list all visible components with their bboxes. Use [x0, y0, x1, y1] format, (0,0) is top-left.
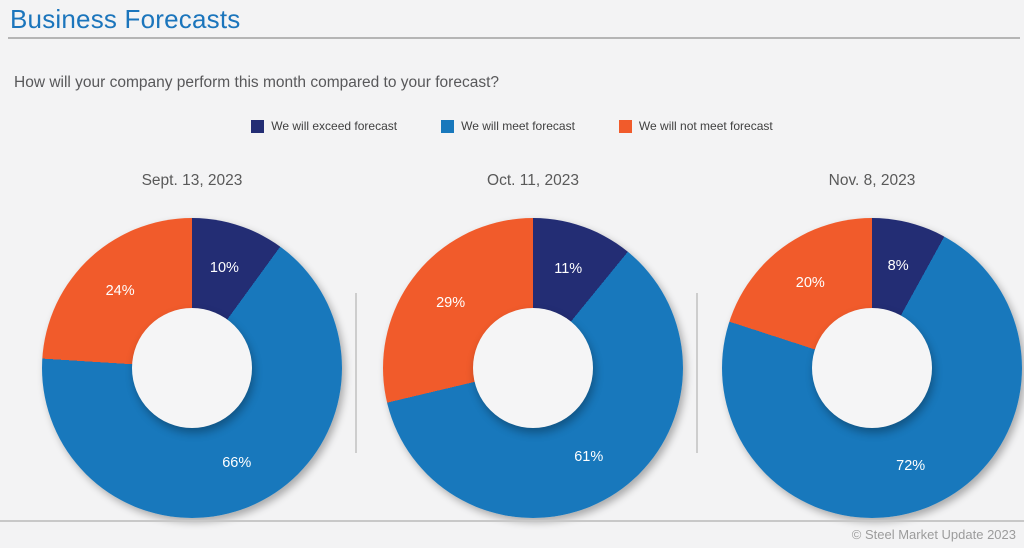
- survey-question: How will your company perform this month…: [14, 74, 500, 91]
- slice-label: 20%: [795, 275, 825, 292]
- donut-hole: [473, 308, 593, 428]
- donut-chart-oct: 11% 61% 29%: [383, 218, 683, 518]
- title-divider: [8, 37, 1020, 39]
- donut-chart-sept: 10% 66% 24%: [42, 218, 342, 518]
- donut-hole: [812, 308, 932, 428]
- footer-divider: [0, 520, 1024, 522]
- slice-label: 61%: [574, 448, 604, 465]
- legend-label: We will exceed forecast: [271, 119, 398, 133]
- chart-title-nov: Nov. 8, 2023: [828, 172, 916, 189]
- slice-label: 24%: [105, 283, 135, 300]
- slice-label: 72%: [896, 457, 926, 474]
- legend-swatch-not-meet: [618, 119, 632, 133]
- donut-hole: [132, 308, 252, 428]
- legend-label: We will not meet forecast: [638, 119, 773, 133]
- legend-item-not-meet: We will not meet forecast: [618, 119, 773, 133]
- vertical-divider: [696, 293, 698, 453]
- legend-label: We will meet forecast: [461, 119, 575, 133]
- vertical-divider: [355, 293, 357, 453]
- legend-swatch-meet: [441, 119, 455, 133]
- legend-swatch-exceed: [251, 119, 265, 133]
- chart-title-oct: Oct. 11, 2023: [487, 172, 579, 189]
- legend-item-meet: We will meet forecast: [441, 119, 575, 133]
- slice-label: 11%: [554, 261, 583, 278]
- slice-label: 66%: [222, 455, 252, 471]
- chart-title-sept: Sept. 13, 2023: [141, 172, 243, 189]
- copyright-text: © Steel Market Update 2023: [851, 527, 1016, 542]
- chart-legend: We will exceed forecast We will meet for…: [0, 119, 1024, 133]
- slice-label: 10%: [209, 260, 239, 277]
- donut-chart-nov: 8% 72% 20%: [722, 218, 1022, 518]
- page-title: Business Forecasts: [10, 4, 241, 34]
- slice-label: 29%: [436, 294, 466, 311]
- slice-label: 8%: [887, 258, 909, 275]
- legend-item-exceed: We will exceed forecast: [251, 119, 397, 133]
